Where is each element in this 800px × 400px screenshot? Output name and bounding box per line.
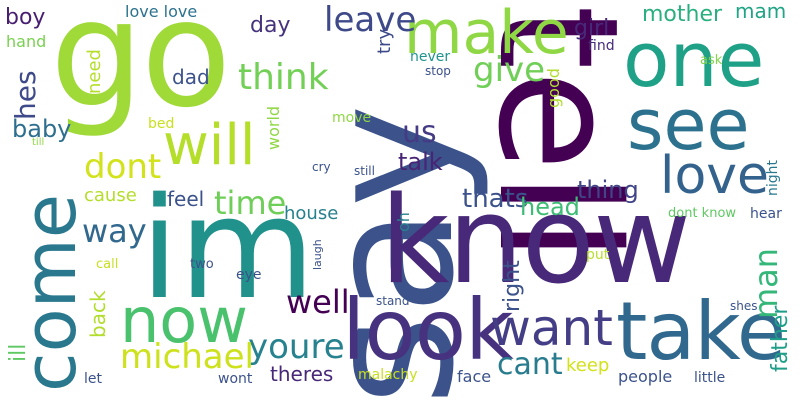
word-talk: talk — [398, 148, 443, 176]
word-little: little — [694, 370, 726, 386]
word-one: one — [623, 15, 765, 104]
word-think: think — [238, 57, 329, 98]
word-find: find — [588, 38, 615, 54]
word-take: take — [616, 285, 786, 378]
word-way: way — [82, 212, 147, 250]
word-world: world — [264, 105, 283, 150]
word-mother: mother — [642, 2, 723, 27]
word-dad: dad — [172, 65, 210, 89]
word-love-love: love love — [125, 2, 198, 21]
word-stand: stand — [376, 294, 410, 308]
word-come: come — [8, 193, 92, 392]
word-leave: leave — [324, 0, 417, 40]
word-us: us — [402, 115, 437, 150]
word-want: want — [490, 299, 613, 357]
word-face: face — [457, 367, 492, 386]
word-cant: cant — [497, 347, 563, 382]
word-move: move — [332, 110, 372, 126]
word-head: head — [520, 193, 580, 221]
word-people: people — [618, 367, 673, 386]
word-let: let — [84, 371, 102, 387]
word-good: good — [544, 68, 563, 108]
word-laugh: laugh — [311, 239, 324, 270]
word-know: know — [380, 172, 691, 311]
word-malachy: malachy — [358, 367, 418, 383]
word-day: day — [250, 13, 291, 38]
word-hes: hes — [9, 70, 42, 120]
word-go: go — [50, 0, 231, 140]
word-right: right — [500, 260, 525, 312]
word-dont-know: dont know — [668, 206, 737, 221]
word-feel: feel — [167, 187, 205, 211]
word-thats: thats — [462, 184, 529, 214]
word-night: night — [765, 159, 781, 196]
word-hand: hand — [6, 32, 47, 51]
word-two: two — [190, 257, 214, 272]
word-call: call — [96, 257, 119, 272]
word-try: try — [374, 28, 395, 54]
word-back: back — [86, 290, 110, 338]
word-see: see — [627, 84, 750, 166]
word-mam: mam — [735, 0, 787, 23]
word-make: make — [404, 0, 569, 68]
word-theres: theres — [270, 362, 334, 386]
word-cry: cry — [312, 160, 331, 174]
word-ill: ill — [6, 343, 31, 362]
word-youre: youre — [248, 327, 345, 367]
word-now: now — [120, 284, 248, 357]
word-ask: ask — [700, 53, 723, 68]
word-baby: baby — [12, 115, 72, 143]
word-house: house — [284, 203, 339, 224]
word-give: give — [473, 50, 546, 90]
word-still: still — [354, 164, 375, 178]
word-wont: wont — [218, 371, 253, 387]
word-love: love — [660, 146, 770, 206]
word-eye: eye — [236, 267, 262, 283]
word-oh: oh — [394, 212, 413, 232]
word-look: look — [342, 281, 514, 379]
word-stop: stop — [425, 64, 451, 78]
word-put: put — [586, 247, 610, 263]
word-till: till — [32, 137, 45, 148]
word-dont: dont — [84, 147, 162, 187]
word-boy: boy — [5, 5, 46, 30]
word-thing: thing — [577, 176, 639, 204]
word-well: well — [286, 283, 350, 321]
word-michael: michael — [120, 337, 255, 377]
word-girl: girl — [574, 16, 610, 41]
word-time: time — [214, 184, 287, 222]
word-keep: keep — [566, 355, 610, 376]
word-hear: hear — [750, 206, 782, 222]
word-cause: cause — [84, 185, 137, 206]
word-need: need — [84, 49, 105, 94]
word-never: never — [410, 49, 451, 65]
word-bed: bed — [148, 116, 175, 132]
word-father: father — [768, 305, 793, 372]
word-im: im — [140, 168, 316, 331]
word-shes: shes — [730, 299, 758, 313]
word-will: will — [163, 113, 256, 178]
